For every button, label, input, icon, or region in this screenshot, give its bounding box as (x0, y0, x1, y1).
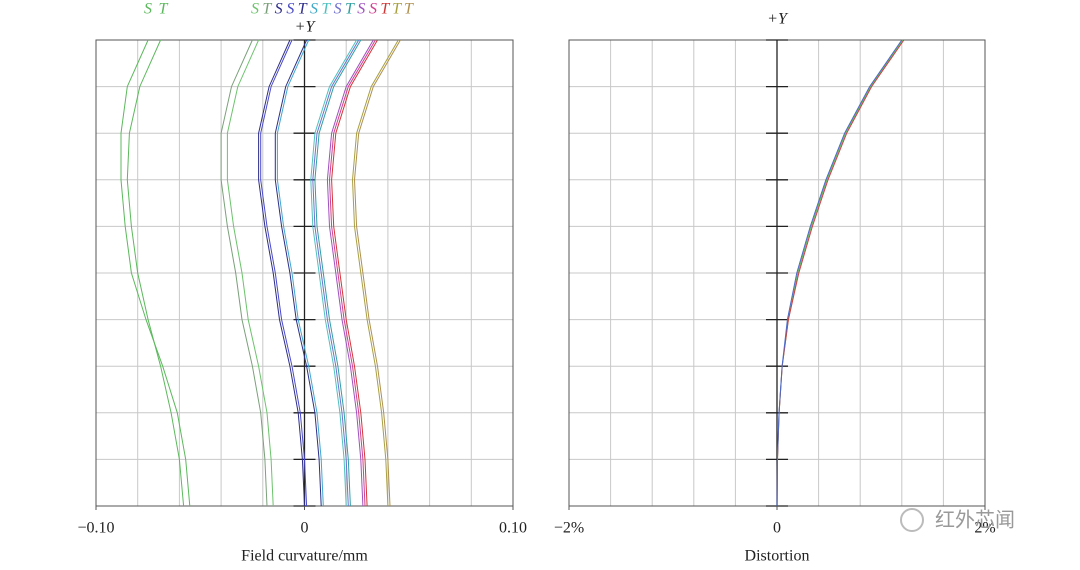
legend-label: S (310, 1, 318, 18)
x-tick-label: 0 (301, 520, 309, 537)
legend-label: S (144, 1, 152, 18)
axis-label: +Y (295, 19, 317, 36)
x-tick-label: 2% (974, 520, 995, 537)
x-tick-label: −2% (554, 520, 584, 537)
curve (120, 39, 191, 507)
curve (326, 39, 374, 507)
curve (351, 39, 399, 507)
legend-label: S (251, 1, 259, 18)
watermark-icon (900, 508, 924, 532)
curve (220, 39, 268, 507)
x-axis-label: Field curvature/mm (241, 548, 368, 565)
curve (226, 39, 274, 507)
x-tick-label: 0.10 (499, 520, 527, 537)
curve (260, 39, 308, 507)
curve (312, 39, 360, 507)
legend-label: T (298, 1, 308, 18)
legend-label: S (275, 1, 283, 18)
legend-label: T (392, 1, 402, 18)
legend-label: T (321, 1, 331, 18)
chart: +Y −2% 0 2% Distortion (554, 11, 996, 565)
curve (328, 39, 376, 507)
legend-label: T (262, 1, 272, 18)
curve (314, 39, 362, 507)
curve (274, 39, 322, 507)
legend-label: T (404, 1, 414, 18)
legend-label: S (357, 1, 365, 18)
x-tick-label: 0 (773, 520, 781, 537)
curve (276, 39, 324, 507)
curve (331, 39, 378, 507)
legend-label: T (345, 1, 355, 18)
watermark: 红外芯闻 (935, 508, 1015, 532)
x-tick-label: −0.10 (77, 520, 114, 537)
legend-label: T (380, 1, 390, 18)
legend-label: S (286, 1, 294, 18)
curve (310, 39, 358, 507)
curve (776, 39, 903, 507)
legend-label: S (369, 1, 377, 18)
curve (353, 39, 401, 507)
axis-label: +Y (767, 11, 789, 28)
legend-label: S (334, 1, 342, 18)
curve (126, 39, 185, 507)
x-axis-label: Distortion (745, 548, 810, 565)
watermark-group: 红外芯闻 (900, 508, 1015, 532)
legend-label: T (159, 1, 169, 18)
curve (258, 39, 305, 507)
